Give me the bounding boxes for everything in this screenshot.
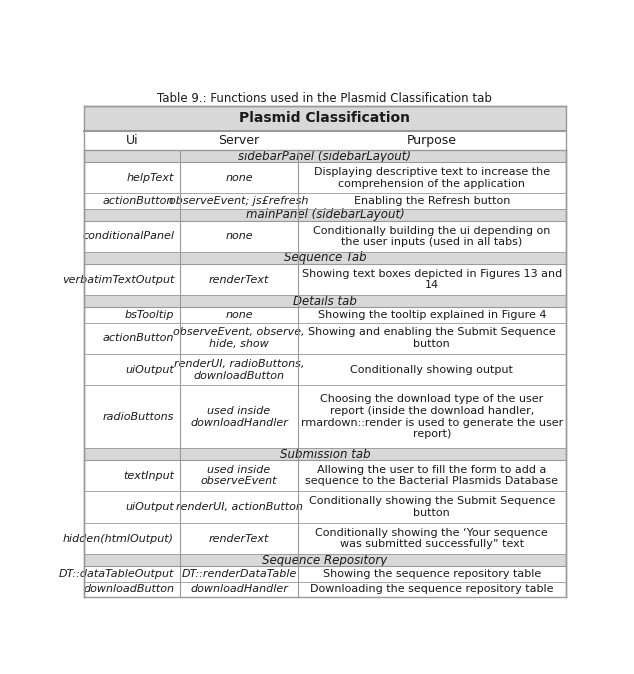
Text: Conditionally showing the ‘Your sequence
was submitted successfully” text: Conditionally showing the ‘Your sequence… <box>316 528 548 549</box>
Text: renderText: renderText <box>209 534 269 543</box>
Text: Conditionally showing the Submit Sequence
button: Conditionally showing the Submit Sequenc… <box>309 496 555 518</box>
Text: DT::dataTableOutput: DT::dataTableOutput <box>59 569 174 579</box>
Text: none: none <box>225 309 253 319</box>
Text: textInput: textInput <box>123 470 174 481</box>
Text: Ui: Ui <box>126 134 138 147</box>
Bar <box>84 252 566 264</box>
Text: Displaying descriptive text to increase the
comprehension of the application: Displaying descriptive text to increase … <box>314 167 550 189</box>
Text: Details tab: Details tab <box>293 295 357 307</box>
Text: downloadHandler: downloadHandler <box>190 584 288 594</box>
Text: Server: Server <box>218 134 259 147</box>
Text: DT::renderDataTable: DT::renderDataTable <box>181 569 297 579</box>
Text: Conditionally showing output: Conditionally showing output <box>351 365 514 375</box>
Bar <box>84 209 566 221</box>
Bar <box>84 295 566 307</box>
Text: renderUI, actionButton: renderUI, actionButton <box>176 502 302 512</box>
Text: Conditionally building the ui depending on
the user inputs (used in all tabs): Conditionally building the ui depending … <box>313 226 550 247</box>
Text: Sequence Tab: Sequence Tab <box>283 251 366 264</box>
Text: Showing and enabling the Submit Sequence
button: Showing and enabling the Submit Sequence… <box>308 328 555 349</box>
Text: uiOutput: uiOutput <box>126 365 174 375</box>
Text: bsTooltip: bsTooltip <box>124 309 174 319</box>
Text: actionButton: actionButton <box>103 196 174 206</box>
Text: Submission tab: Submission tab <box>280 448 370 460</box>
Text: Sequence Repository: Sequence Repository <box>262 553 387 567</box>
Text: observeEvent; js£refresh: observeEvent; js£refresh <box>169 196 309 206</box>
Text: downloadButton: downloadButton <box>83 584 174 594</box>
Bar <box>84 106 566 131</box>
Text: helpText: helpText <box>127 173 174 183</box>
Text: Downloading the sequence repository table: Downloading the sequence repository tabl… <box>310 584 553 594</box>
Text: used inside
downloadHandler: used inside downloadHandler <box>190 406 288 428</box>
Text: Showing the sequence repository table: Showing the sequence repository table <box>323 569 541 579</box>
Text: uiOutput: uiOutput <box>126 502 174 512</box>
Text: Showing text boxes depicted in Figures 13 and
14: Showing text boxes depicted in Figures 1… <box>302 269 562 290</box>
Text: verbatimTextOutput: verbatimTextOutput <box>61 274 174 284</box>
Text: Showing the tooltip explained in Figure 4: Showing the tooltip explained in Figure … <box>318 309 546 319</box>
Text: Enabling the Refresh button: Enabling the Refresh button <box>354 196 510 206</box>
Bar <box>84 554 566 565</box>
Text: radioButtons: radioButtons <box>103 412 174 422</box>
Text: Table 9.: Functions used in the Plasmid Classification tab: Table 9.: Functions used in the Plasmid … <box>157 92 493 105</box>
Text: Allowing the user to fill the form to add a
sequence to the Bacterial Plasmids D: Allowing the user to fill the form to ad… <box>306 465 559 487</box>
Text: used inside
observeEvent: used inside observeEvent <box>201 465 277 487</box>
Text: none: none <box>225 173 253 183</box>
Text: Purpose: Purpose <box>407 134 456 147</box>
Text: observeEvent, observe,
hide, show: observeEvent, observe, hide, show <box>173 328 305 349</box>
Text: actionButton: actionButton <box>103 333 174 343</box>
Text: Choosing the download type of the user
report (inside the download handler,
rmar: Choosing the download type of the user r… <box>301 394 563 439</box>
Text: hidden(htmlOutput): hidden(htmlOutput) <box>63 534 174 543</box>
Text: conditionalPanel: conditionalPanel <box>82 231 174 241</box>
Bar <box>84 150 566 162</box>
Text: sidebarPanel (sidebarLayout): sidebarPanel (sidebarLayout) <box>238 150 411 162</box>
Bar <box>84 448 566 460</box>
Text: mainPanel (sidebarLayout): mainPanel (sidebarLayout) <box>245 208 404 222</box>
Text: renderText: renderText <box>209 274 269 284</box>
Text: Plasmid Classification: Plasmid Classification <box>240 111 410 125</box>
Text: none: none <box>225 231 253 241</box>
Text: renderUI, radioButtons,
downloadButton: renderUI, radioButtons, downloadButton <box>174 359 304 381</box>
